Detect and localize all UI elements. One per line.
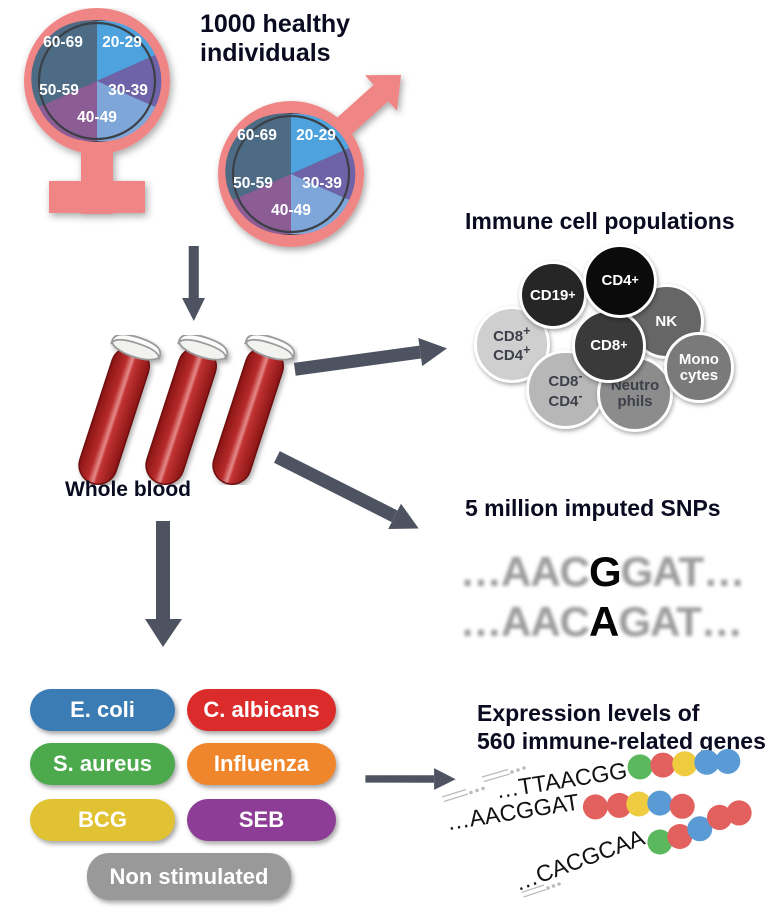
svg-text:…CACGCAA: …CACGCAA: [511, 824, 649, 896]
